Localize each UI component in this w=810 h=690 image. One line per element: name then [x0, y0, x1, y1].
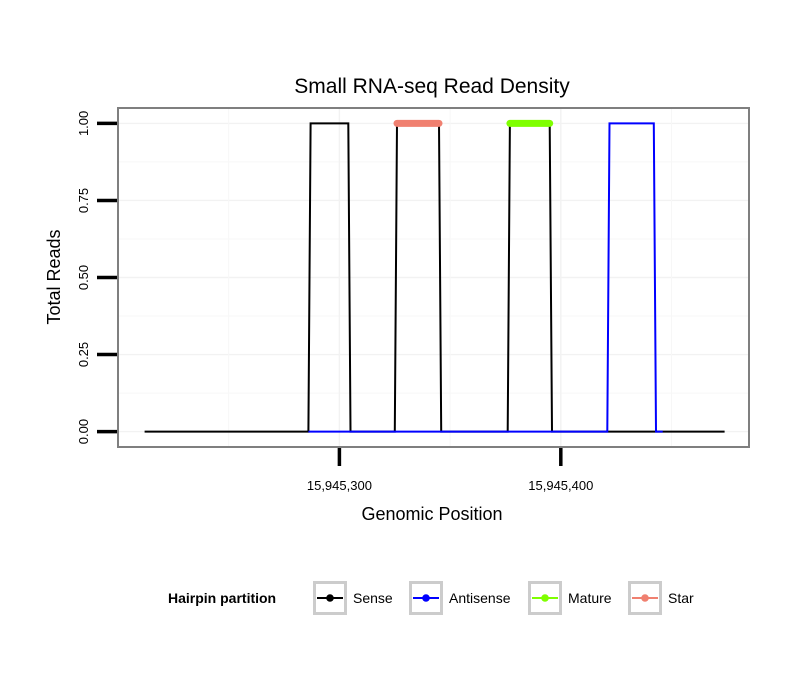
x-axis-title: Genomic Position: [361, 504, 502, 524]
plot-panel-border: [117, 107, 750, 448]
chart-title: Small RNA-seq Read Density: [294, 75, 570, 98]
grid-lines: [118, 108, 749, 447]
legend-entries: Sense Antisense Mature Star: [313, 581, 694, 615]
y-tick-label: 1.00: [76, 111, 91, 136]
legend-label-sense: Sense: [353, 590, 393, 606]
y-tick-label: 0.75: [76, 188, 91, 213]
legend-label-mature: Mature: [568, 590, 612, 606]
legend-entry-mature: Mature: [528, 581, 612, 615]
legend-entry-sense: Sense: [313, 581, 393, 615]
y-axis: 0.00 0.25 0.50 0.75 1.00: [76, 111, 117, 444]
legend: Hairpin partition Sense Antisense Mature St…: [168, 581, 694, 615]
legend-key-dot: [541, 594, 549, 602]
legend-key-dot: [422, 594, 430, 602]
legend-key-dot: [326, 594, 334, 602]
x-axis: 15,945,300 15,945,400: [307, 448, 593, 493]
series-line-antisense: [308, 122, 663, 433]
x-tick-label: 15,945,400: [528, 478, 593, 493]
y-axis-title: Total Reads: [44, 229, 64, 324]
y-tick-label: 0.50: [76, 265, 91, 290]
legend-label-antisense: Antisense: [449, 590, 511, 606]
series-layer: [144, 119, 725, 433]
legend-title: Hairpin partition: [168, 590, 276, 606]
legend-key-box: [528, 581, 562, 615]
legend-entry-antisense: Antisense: [409, 581, 511, 615]
y-tick-label: 0.25: [76, 342, 91, 367]
x-tick-label: 15,945,300: [307, 478, 372, 493]
legend-entry-star: Star: [628, 581, 694, 615]
legend-key-dot: [641, 594, 649, 602]
legend-label-star: Star: [668, 590, 694, 606]
y-tick-label: 0.00: [76, 419, 91, 444]
